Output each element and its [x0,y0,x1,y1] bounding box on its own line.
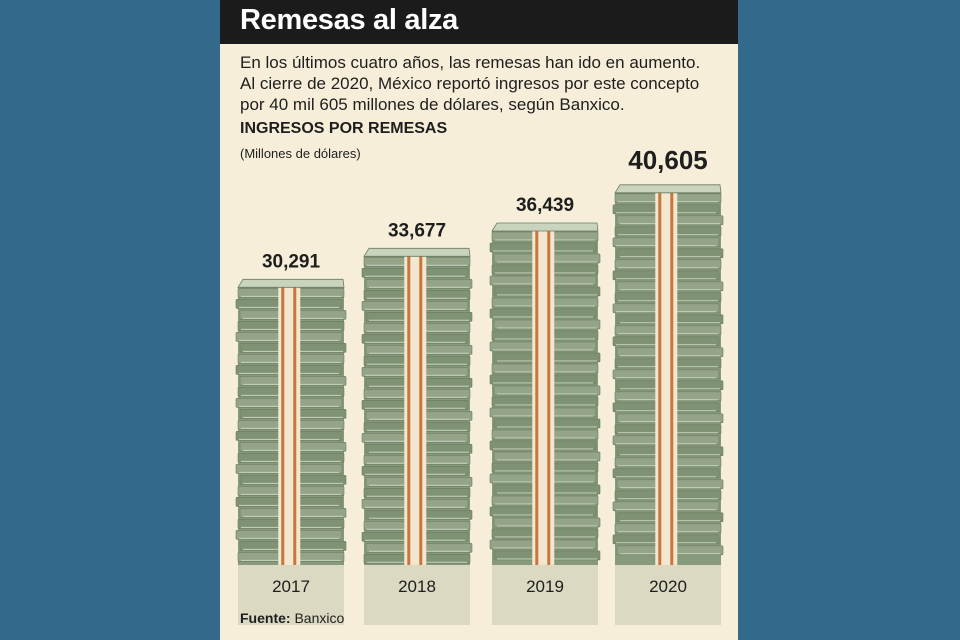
value-label-2017: 30,291 [262,251,321,272]
band-stripe [281,287,285,565]
value-label-2019: 36,439 [516,195,574,216]
stack-top [491,222,599,232]
band-stripe [419,256,423,565]
source-value: Banxico [294,610,345,626]
category-label-2018: 2018 [398,577,436,596]
category-label-2020: 2020 [649,577,687,596]
source-note: Fuente: Banxico [240,610,344,626]
page-title: Remesas al alza [240,4,458,36]
bar-2019 [489,222,601,625]
intro-line-1: En los últimos cuatro años, las remesas … [240,53,701,72]
stack-top [237,278,345,288]
intro-paragraph: En los últimos cuatro años, las remesas … [240,52,730,115]
money-stack-chart: 30,291 2017 33,677 2018 36,439 2019 40,605 2020 [235,145,724,625]
bar-2020 [612,184,724,625]
infographic-panel: Remesas al alza En los últimos cuatro añ… [220,0,738,640]
value-label-2018: 33,677 [388,220,446,241]
chart-subtitle: (Millones de dólares) [240,146,361,161]
chart-title: INGRESOS POR REMESAS [240,120,448,137]
stack-reflection [615,565,721,625]
band-stripe [293,287,297,565]
stack-top [614,184,722,194]
band-stripe [670,192,674,565]
band-stripe [658,192,662,565]
bar-2018 [361,247,473,625]
band-stripe [535,230,539,565]
stack-top [363,247,471,257]
stack-reflection [364,565,470,625]
value-label-2020: 40,605 [628,145,708,175]
title-bar: Remesas al alza [220,0,738,44]
band-stripe [407,256,411,565]
stack-reflection [492,565,598,625]
stack-reflection [238,565,344,625]
category-label-2019: 2019 [526,577,564,596]
intro-line-2: Al cierre de 2020, México reportó ingres… [240,74,700,93]
band-stripe [547,230,551,565]
category-label-2017: 2017 [272,577,310,596]
intro-line-3: por 40 mil 605 millones de dólares, segú… [240,95,625,114]
source-label: Fuente: [240,610,291,626]
bar-2017 [235,278,347,625]
